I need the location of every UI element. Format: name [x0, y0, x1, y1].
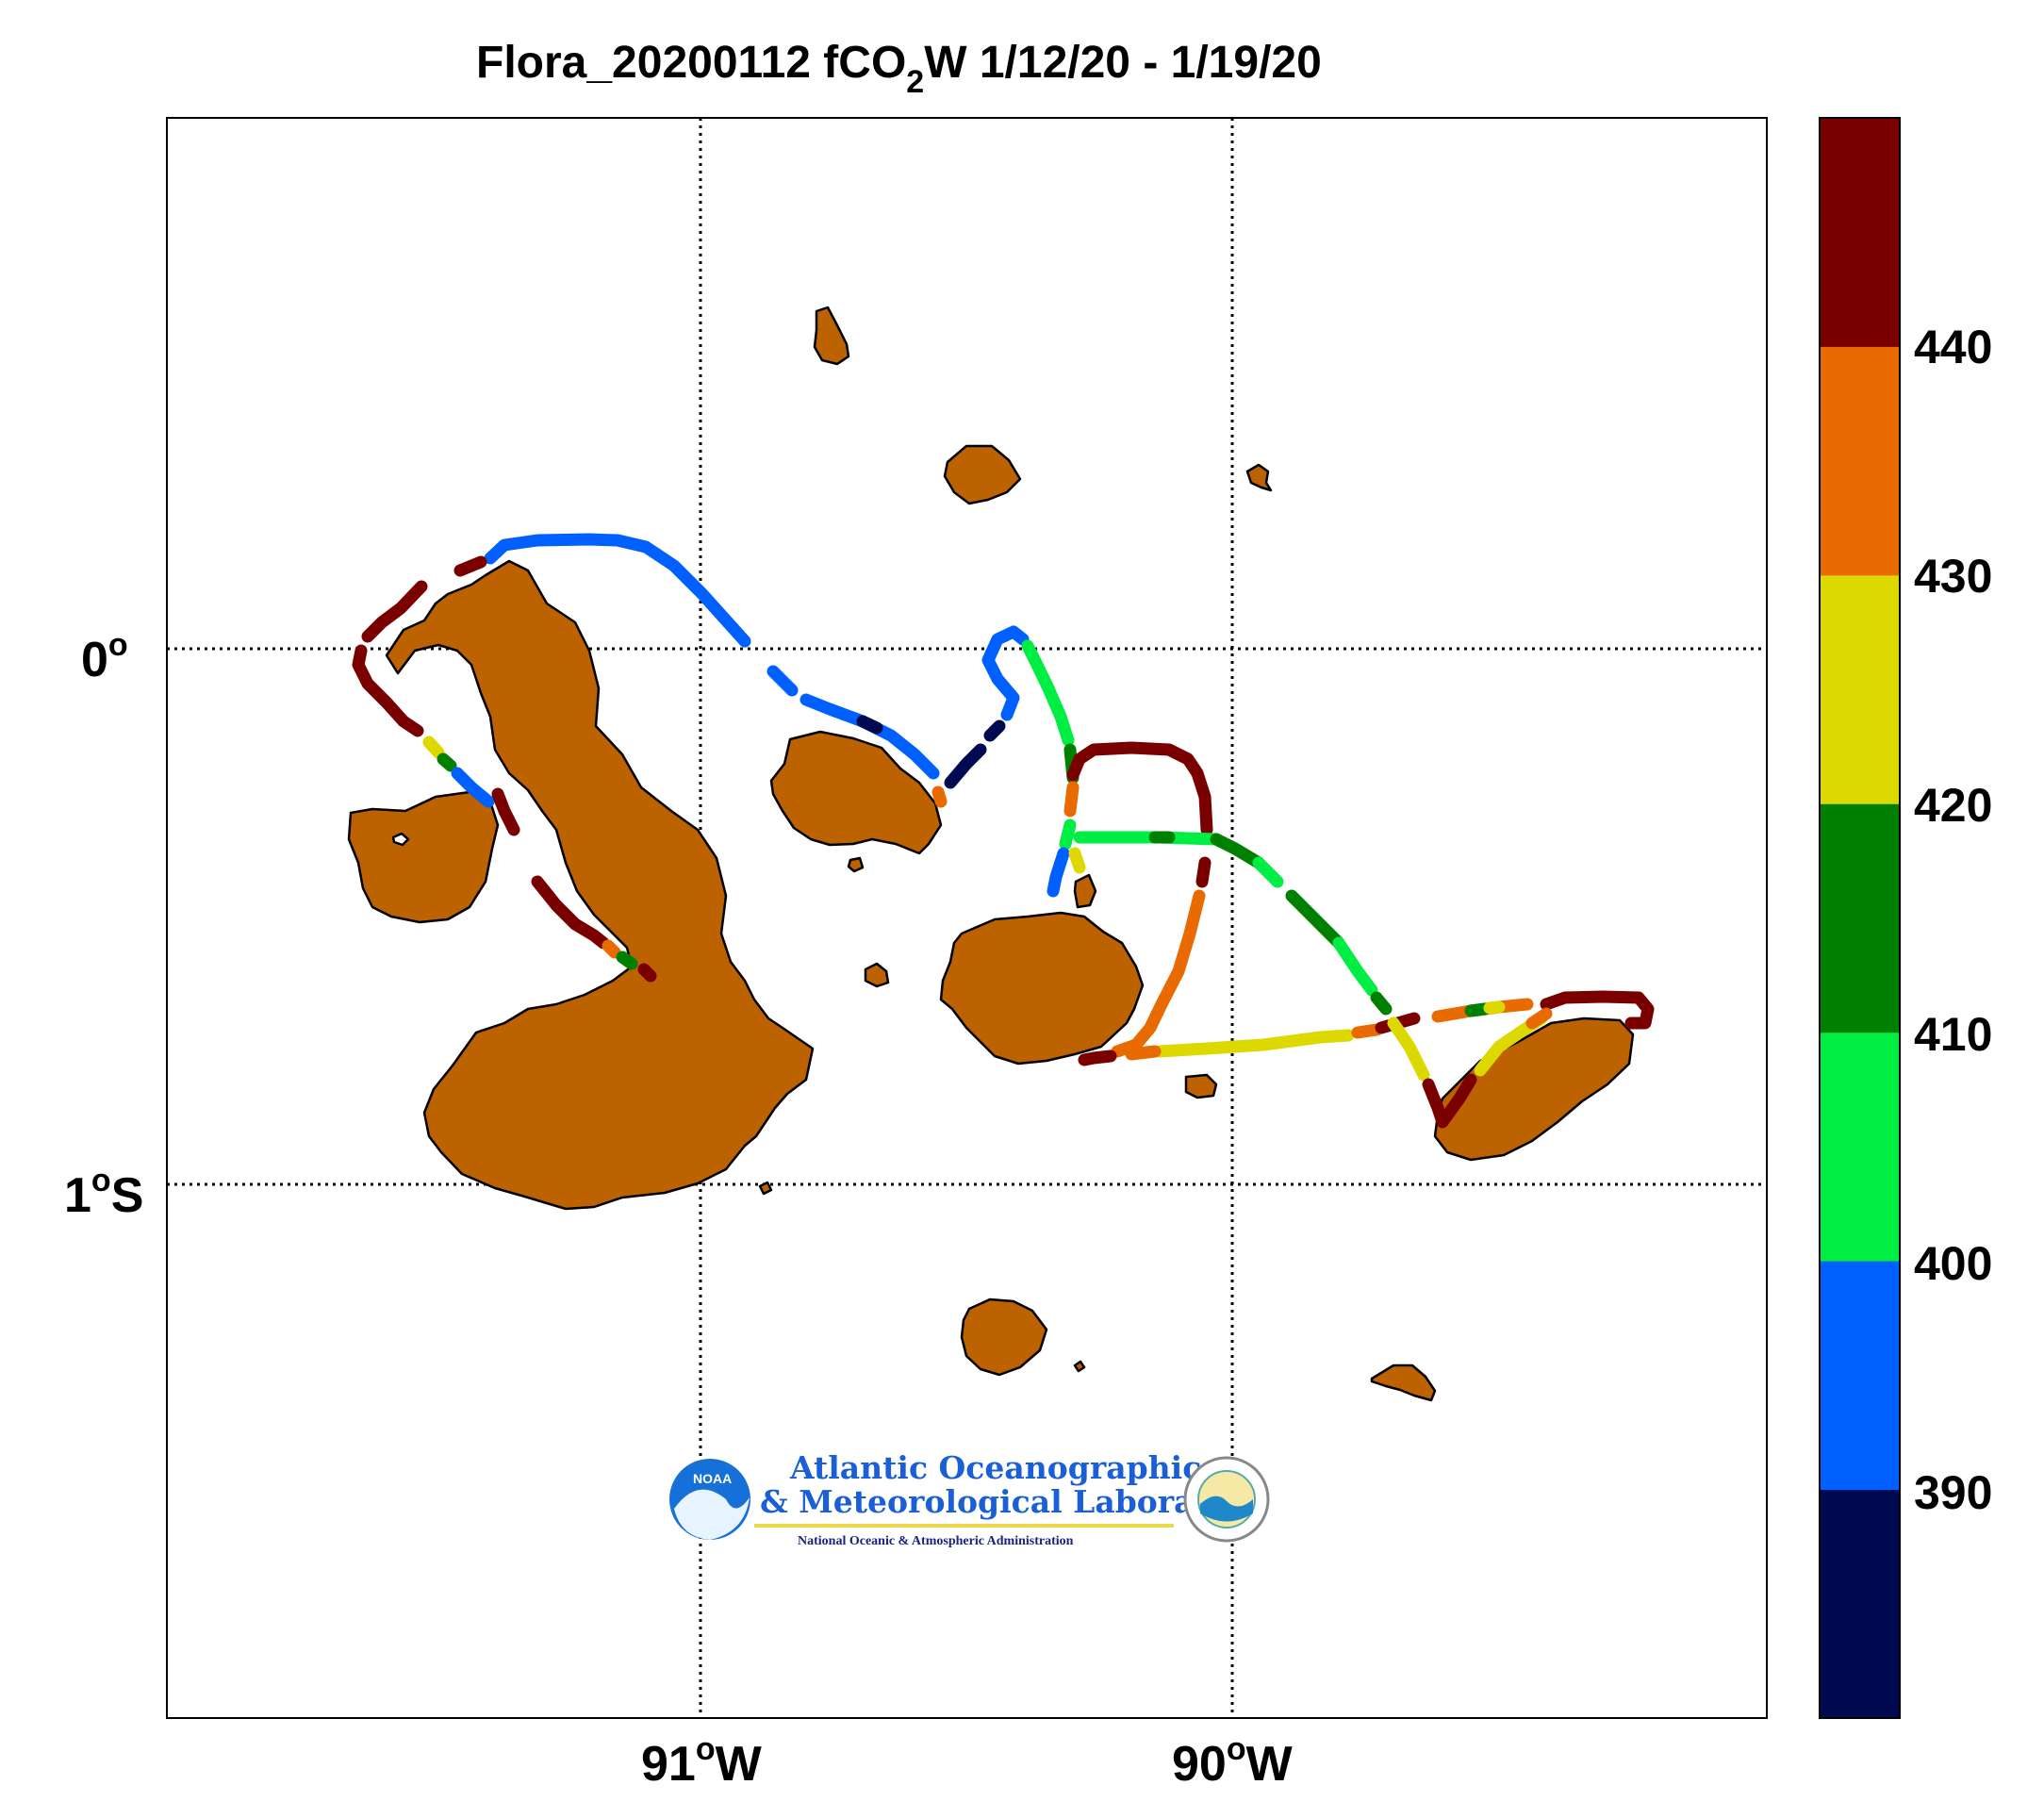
track-segment-darkgreen-diagonal2: [1370, 991, 1393, 1016]
ship-track: [352, 533, 1655, 1129]
track-segment-blue-mid: [766, 665, 799, 697]
logo-line-3: National Oceanic & Atmospheric Administr…: [798, 1534, 1074, 1548]
colorbar-band-3: [1820, 803, 1900, 1033]
track-segment-darkgreen-east: [1464, 1002, 1492, 1017]
track-segment-orange-bottom2: [1351, 1023, 1383, 1039]
colorbar-labels: 390 400 410 420 430 440: [1914, 321, 1992, 1519]
colorbar-tick-430: 430: [1914, 550, 1992, 603]
island-fernandina-lake: [391, 832, 410, 847]
islands: [347, 306, 1635, 1402]
colorbar-tick-400: 400: [1914, 1237, 1992, 1290]
logo-line-2: & Meteorological Laboratory: [760, 1483, 1264, 1520]
track-segment-yellow-east2: [1483, 1000, 1506, 1015]
island-marchena: [943, 444, 1022, 505]
colorbar-band-0: [1820, 1489, 1900, 1719]
y-tick-1s: 1oS: [64, 1163, 143, 1223]
track-segment-lightgreen-diagonal: [1332, 936, 1378, 997]
chart-title: Flora_20200112 fCO2W 1/12/20 - 1/19/20: [476, 38, 1322, 100]
track-segment-orange-santiago: [931, 785, 948, 808]
x-tick-90w: 90oW: [1172, 1731, 1294, 1792]
track-segment-orange-down: [1111, 889, 1206, 1058]
colorbar: [1819, 117, 1901, 1719]
title-subscript: 2: [906, 64, 924, 100]
y-axis-labels: 0o 1oS: [64, 627, 143, 1223]
track-segment-darkred-west1: [361, 580, 428, 643]
aoml-logo: NOAA Atlantic Oceanographic & Meteorolog…: [669, 1449, 1270, 1548]
noaa-badge-text: NOAA: [693, 1471, 732, 1486]
island-genovesa: [1245, 463, 1273, 492]
island-santiago: [769, 730, 943, 855]
island-floreana: [960, 1297, 1048, 1377]
track-segment-darkred-nw: [453, 555, 487, 577]
x-tick-91w: 91oW: [641, 1731, 763, 1792]
colorbar-band-4: [1820, 574, 1900, 804]
track-segment-darkred-east2: [1540, 990, 1655, 1030]
track-segment-green-diagonal2: [1252, 856, 1284, 888]
title-prefix: Flora_20200112 fCO: [476, 38, 906, 88]
title-suffix: W 1/12/20 - 1/19/20: [924, 38, 1322, 88]
colorbar-band-1: [1820, 1261, 1900, 1491]
logo-line-1: Atlantic Oceanographic: [789, 1449, 1201, 1486]
track-segment-blue-north: [484, 533, 751, 648]
track-segment-west-yellow: [422, 735, 445, 759]
island-espanola: [1370, 1364, 1437, 1402]
track-segment-orange-east3: [1525, 1007, 1553, 1030]
track-segment-west-darkred2: [491, 787, 520, 836]
track-segment-darkred-down: [1195, 856, 1212, 888]
islet-small-1: [758, 1181, 773, 1196]
island-pinta: [813, 306, 850, 366]
colorbar-tick-410: 410: [1914, 1008, 1992, 1061]
track-segment-green-horizontal: [1073, 831, 1223, 846]
colorbar-tick-390: 390: [1914, 1466, 1992, 1519]
track-segment-orange-south: [1063, 781, 1080, 818]
island-fernandina: [347, 790, 500, 924]
island-santa-fe: [1184, 1073, 1218, 1099]
track-segment-darkred-v: [1422, 1073, 1477, 1129]
colorbar-frame: [1819, 117, 1901, 1719]
islet-small-2: [1073, 1360, 1086, 1373]
track-segment-green-south: [1021, 639, 1075, 747]
x-axis-labels: 91oW 90oW: [641, 1731, 1294, 1792]
track-segment-green-south2: [1059, 818, 1077, 851]
colorbar-tick-420: 420: [1914, 779, 1992, 832]
noaa-bird-icon: [674, 1489, 750, 1540]
island-isabela: [385, 559, 815, 1211]
track-segment-navy-up: [944, 743, 987, 789]
track-segment-west-green2: [616, 950, 638, 970]
track-segment-navy-mid: [856, 715, 883, 735]
track-segment-blue-south: [1047, 847, 1070, 898]
track-segment-darkred-bottom: [1078, 1049, 1117, 1066]
track-segment-blue-loop: [981, 625, 1030, 721]
colorbar-band-6: [1820, 118, 1900, 347]
track-segment-orange-bottom: [1125, 1045, 1162, 1061]
island-san-cristobal: [1433, 1016, 1635, 1162]
track-segment-navy-up2: [983, 719, 1006, 742]
track-segment-west-darkred4: [637, 963, 657, 983]
track-segment-yellow-south: [1068, 847, 1086, 874]
track-segment-darkgreen-diagonal: [1285, 889, 1345, 950]
track-segment-darkred-loop: [1066, 741, 1213, 836]
colorbar-tick-440: 440: [1914, 321, 1992, 373]
track-segment-west-green: [437, 752, 457, 772]
colorbar-band-2: [1820, 1032, 1900, 1262]
track-segment-yellow-diagonal: [1387, 1016, 1430, 1082]
island-santa-cruz: [939, 911, 1145, 1066]
track-segment-yellow-bottom: [1153, 1029, 1355, 1058]
island-rabida: [847, 856, 865, 873]
doc-seal-wave-icon: [1200, 1496, 1253, 1522]
track-segment-west-darkred3: [531, 875, 610, 950]
track-segment-green-diagonal: [1210, 833, 1265, 869]
colorbar-band-5: [1820, 346, 1900, 576]
track-segment-west-blue: [451, 767, 495, 808]
island-baltra: [1073, 873, 1097, 909]
track-segment-west-down: [352, 644, 424, 737]
y-tick-0: 0o: [81, 627, 128, 687]
island-pinzon: [864, 962, 890, 988]
track-segment-west-orange: [602, 939, 621, 959]
